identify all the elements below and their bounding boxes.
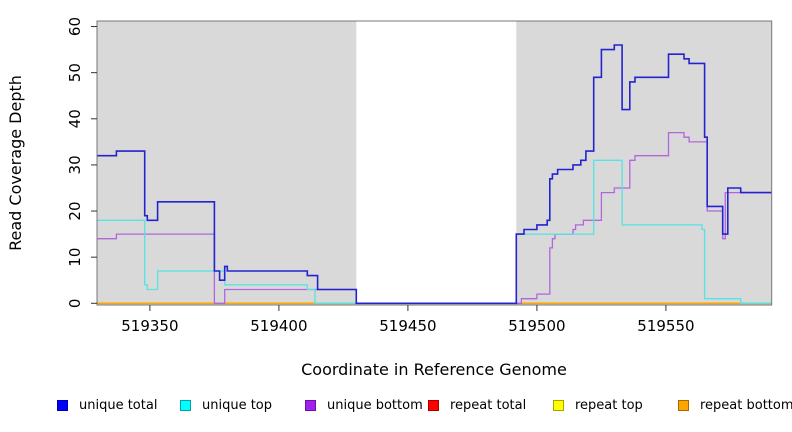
series-line-unique-total	[97, 44, 772, 305]
plot-frame-layer	[96, 20, 773, 306]
x-tick-label-519350: 519350	[121, 317, 178, 335]
legend-swatch-repeat-top	[553, 399, 564, 411]
y-tick-label-50: 50	[66, 63, 84, 82]
legend-swatch-unique-total	[57, 399, 68, 411]
legend-swatch-repeat-bottom	[678, 399, 689, 411]
legend-swatch-unique-top	[180, 399, 191, 411]
plot-background-layer	[97, 21, 772, 305]
legend-item-repeat-total: repeat total	[428, 396, 526, 414]
legend-item-unique-bottom: unique bottom	[305, 396, 423, 414]
axis-ticks-layer: 519350 519400 519450 519500 519550 0 10 20 30 40 5…	[66, 17, 695, 335]
legend-item-repeat-bottom: repeat bottom	[678, 396, 792, 414]
legend-swatch-unique-bottom	[305, 399, 316, 411]
legend-label-unique-total: unique total	[79, 397, 158, 413]
legend-item-unique-total: unique total	[57, 396, 157, 414]
legend-label-repeat-bottom: repeat bottom	[700, 397, 792, 413]
legend-label-repeat-total: repeat total	[450, 397, 527, 413]
gap-region	[356, 21, 517, 305]
legend: unique total unique top unique bottom repea…	[0, 396, 792, 420]
y-tick-label-40: 40	[66, 109, 84, 128]
y-tick-label-0: 0	[66, 299, 84, 309]
y-axis-title: Read Coverage Depth	[6, 75, 25, 251]
plot-border	[96, 20, 773, 306]
y-tick-label-60: 60	[66, 17, 84, 36]
legend-label-unique-top: unique top	[202, 397, 273, 413]
legend-item-unique-top: unique top	[180, 396, 272, 414]
x-tick-label-519550: 519550	[637, 317, 694, 335]
series-lines-layer	[97, 44, 772, 305]
y-tick-label-20: 20	[66, 201, 84, 220]
y-tick-label-30: 30	[66, 155, 84, 174]
legend-label-unique-bottom: unique bottom	[327, 397, 423, 413]
legend-swatch-repeat-total	[428, 399, 439, 411]
x-tick-label-519500: 519500	[508, 317, 565, 335]
legend-item-repeat-top: repeat top	[553, 396, 643, 414]
y-tick-label-10: 10	[66, 248, 84, 267]
legend-label-repeat-top: repeat top	[575, 397, 643, 413]
coverage-chart-canvas: 519350 519400 519450 519500 519550 0 10 20 30 40 5…	[6, 17, 773, 379]
x-axis-title: Coordinate in Reference Genome	[301, 360, 567, 379]
x-tick-label-519400: 519400	[250, 317, 307, 335]
x-tick-label-519450: 519450	[379, 317, 436, 335]
